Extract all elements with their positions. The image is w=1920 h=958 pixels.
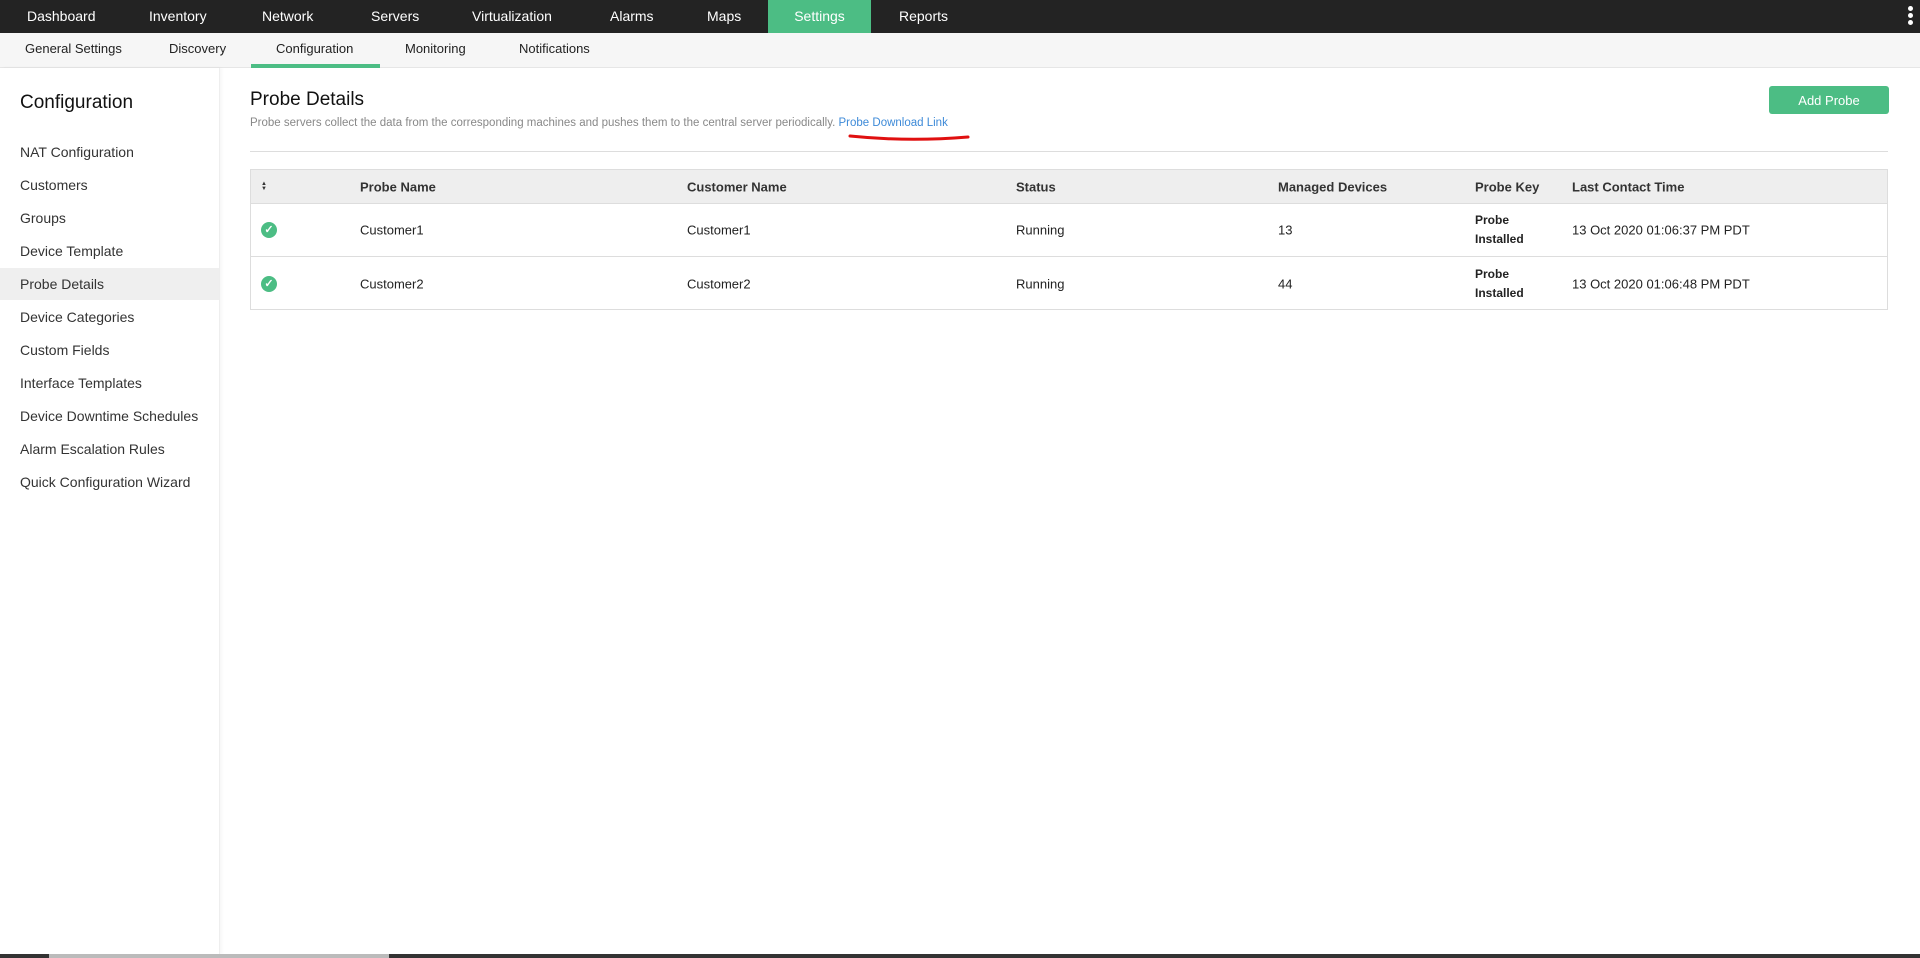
customer-name: Customer2 [687, 276, 751, 291]
probe-name[interactable]: Customer2 [360, 276, 424, 291]
sub-nav: General Settings Discovery Configuration… [0, 33, 1920, 68]
sidebar: Configuration NAT Configuration Customer… [0, 68, 220, 954]
table-row[interactable]: ✓ Customer1 Customer1 Running 13 Probe I… [251, 204, 1887, 257]
check-circle-icon: ✓ [261, 275, 277, 292]
probe-name[interactable]: Customer1 [360, 222, 424, 238]
nav-reports[interactable]: Reports [899, 8, 949, 24]
nav-inventory[interactable]: Inventory [149, 8, 207, 24]
sidebar-item-device-categories[interactable]: Device Categories [20, 309, 135, 325]
subnav-notifications[interactable]: Notifications [519, 41, 590, 56]
active-subnav-indicator [251, 64, 380, 68]
table-header: ▲ ▼ Probe Name Customer Name Status Manag… [251, 170, 1887, 204]
scrollbar-thumb[interactable] [49, 954, 389, 958]
check-circle-icon: ✓ [261, 222, 277, 238]
col-probe-name[interactable]: Probe Name [360, 179, 436, 194]
customer-name: Customer1 [687, 222, 751, 238]
col-probe-key[interactable]: Probe Key [1475, 179, 1540, 194]
sidebar-item-probe-details[interactable]: Probe Details [0, 268, 219, 300]
sidebar-title: Configuration [20, 92, 134, 113]
page-description: Probe servers collect the data from the … [250, 117, 948, 129]
col-managed-devices[interactable]: Managed Devices [1278, 179, 1388, 194]
horizontal-scrollbar[interactable] [0, 954, 1920, 958]
sidebar-item-quick-configuration-wizard[interactable]: Quick Configuration Wizard [20, 474, 191, 490]
sidebar-item-customers[interactable]: Customers [20, 177, 88, 193]
probe-download-link[interactable]: Probe Download Link [838, 117, 948, 129]
subnav-discovery[interactable]: Discovery [169, 41, 227, 56]
subnav-monitoring[interactable]: Monitoring [405, 41, 466, 56]
nav-servers[interactable]: Servers [371, 8, 420, 24]
managed-devices: 44 [1278, 276, 1293, 291]
probe-table: ▲ ▼ Probe Name Customer Name Status Manag… [250, 169, 1888, 310]
status: Running [1016, 276, 1065, 291]
nav-virtualization[interactable]: Virtualization [472, 8, 552, 24]
col-last-contact-time[interactable]: Last Contact Time [1572, 179, 1685, 194]
description-text: Probe servers collect the data from the … [250, 117, 836, 129]
sidebar-item-nat-configuration[interactable]: NAT Configuration [20, 144, 134, 160]
managed-devices: 13 [1278, 222, 1293, 238]
col-customer-name[interactable]: Customer Name [687, 179, 787, 194]
status: Running [1016, 222, 1065, 238]
sidebar-item-alarm-escalation-rules[interactable]: Alarm Escalation Rules [20, 441, 165, 457]
nav-maps[interactable]: Maps [707, 8, 742, 24]
col-status[interactable]: Status [1016, 179, 1056, 194]
sidebar-item-groups[interactable]: Groups [20, 210, 66, 226]
more-options-icon[interactable] [1908, 6, 1914, 26]
add-probe-button[interactable]: Add Probe [1769, 86, 1889, 114]
sidebar-item-device-template[interactable]: Device Template [20, 243, 124, 259]
nav-network[interactable]: Network [262, 8, 314, 24]
probe-key: Probe Installed [1475, 266, 1524, 300]
sidebar-item-custom-fields[interactable]: Custom Fields [20, 342, 110, 358]
red-underline-annotation [848, 134, 970, 141]
subnav-configuration[interactable]: Configuration [276, 41, 354, 56]
divider [250, 151, 1888, 152]
last-contact-time: 13 Oct 2020 01:06:48 PM PDT [1572, 276, 1750, 291]
sidebar-item-interface-templates[interactable]: Interface Templates [20, 375, 142, 391]
sort-icon[interactable]: ▲ ▼ [261, 180, 267, 192]
page-title: Probe Details [250, 89, 365, 110]
subnav-general-settings[interactable]: General Settings [25, 41, 122, 56]
nav-dashboard[interactable]: Dashboard [27, 8, 96, 24]
sidebar-item-device-downtime-schedules[interactable]: Device Downtime Schedules [20, 408, 199, 424]
top-nav: Dashboard Inventory Network Servers Virt… [0, 0, 1920, 33]
probe-key: Probe Installed [1475, 213, 1524, 246]
table-row[interactable]: ✓ Customer2 Customer2 Running 44 Probe I… [251, 257, 1887, 310]
last-contact-time: 13 Oct 2020 01:06:37 PM PDT [1572, 222, 1750, 238]
nav-alarms[interactable]: Alarms [610, 8, 654, 24]
nav-settings[interactable]: Settings [768, 0, 871, 33]
